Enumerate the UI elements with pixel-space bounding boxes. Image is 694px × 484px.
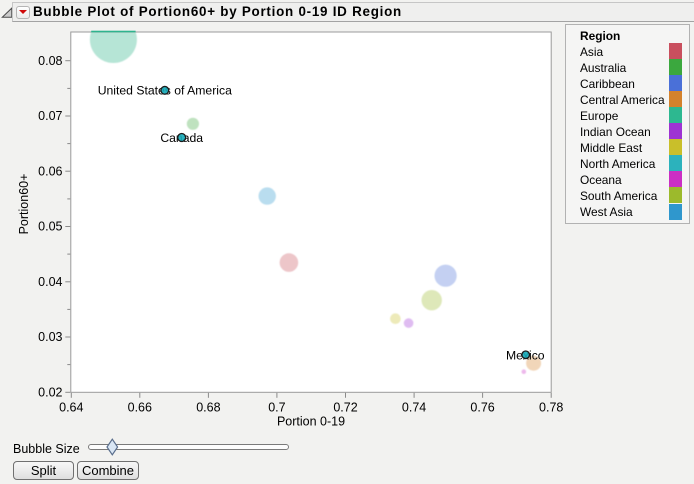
svg-text:0.64: 0.64 xyxy=(59,401,83,415)
svg-text:0.04: 0.04 xyxy=(38,275,62,289)
svg-text:0.76: 0.76 xyxy=(470,401,494,415)
svg-text:0.72: 0.72 xyxy=(333,401,357,415)
svg-text:Portion60+: Portion60+ xyxy=(17,174,31,235)
svg-text:0.02: 0.02 xyxy=(38,386,62,400)
svg-text:0.78: 0.78 xyxy=(539,401,563,415)
svg-text:0.06: 0.06 xyxy=(38,164,62,178)
svg-text:0.05: 0.05 xyxy=(38,220,62,234)
svg-text:0.66: 0.66 xyxy=(128,401,152,415)
svg-text:0.7: 0.7 xyxy=(268,401,285,415)
svg-text:0.74: 0.74 xyxy=(402,401,426,415)
svg-text:0.08: 0.08 xyxy=(38,54,62,68)
svg-text:0.68: 0.68 xyxy=(196,401,220,415)
svg-text:0.03: 0.03 xyxy=(38,330,62,344)
svg-text:Portion 0-19: Portion 0-19 xyxy=(277,415,345,429)
svg-text:0.07: 0.07 xyxy=(38,109,62,123)
